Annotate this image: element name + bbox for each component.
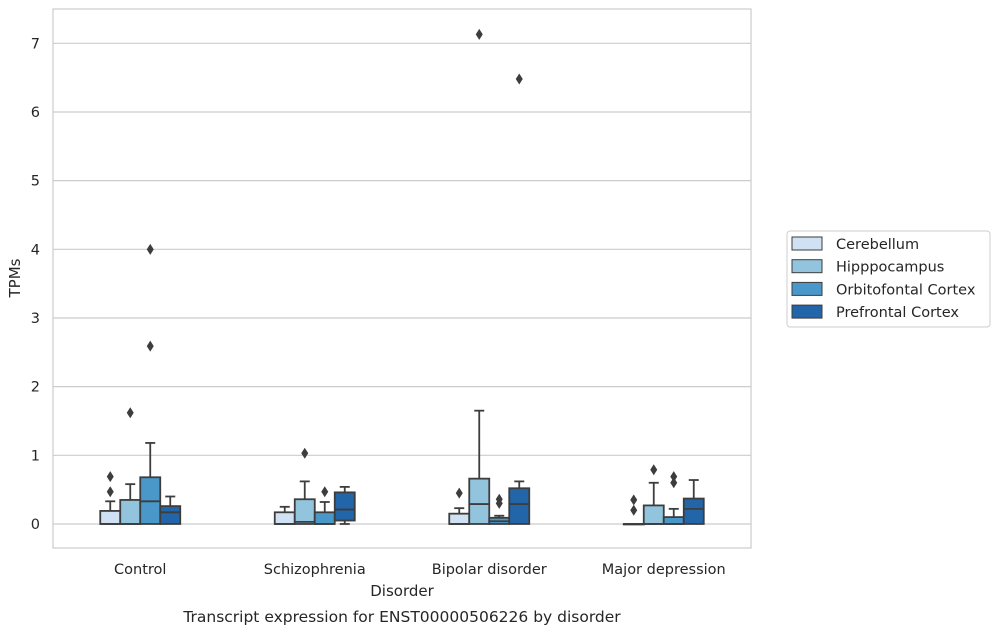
legend-label: Prefrontal Cortex: [836, 305, 959, 321]
box-plot-area: [99, 28, 705, 526]
box-3-3: [682, 479, 705, 525]
gridlines: [53, 42, 751, 525]
x-tick-label: Control: [114, 562, 166, 578]
box-0-0: [99, 471, 122, 525]
box-2-2: [488, 493, 511, 525]
outlier-point: [321, 486, 329, 498]
outlier-point: [106, 486, 114, 498]
legend-label: Orbitofontal Cortex: [836, 282, 976, 298]
legend-swatch: [791, 236, 823, 251]
box-2-3: [508, 73, 531, 525]
legend-label: Hipppocampus: [836, 260, 944, 276]
x-tick-label: Schizophrenia: [264, 562, 366, 578]
legend: Cerebellum Hipppocampus Orbitofontal Corte…: [786, 230, 991, 328]
box-3-2: [662, 471, 685, 525]
x-tick-label: Bipolar disorder: [432, 562, 547, 578]
chart-caption: Transcript expression for ENST0000050622…: [182, 608, 621, 626]
outlier-point: [146, 243, 154, 255]
y-tick-label: 5: [31, 174, 40, 190]
box-1-1: [293, 447, 316, 525]
y-tick-label: 0: [31, 517, 40, 533]
box-iqr: [273, 511, 296, 525]
box-0-1: [119, 407, 142, 525]
box-1-2: [313, 486, 336, 525]
box-2-0: [448, 487, 471, 525]
y-tick-label: 6: [31, 105, 40, 121]
y-tick-label: 7: [31, 36, 40, 52]
box-2-1: [468, 28, 491, 525]
outlier-point: [670, 477, 678, 489]
y-tick-label: 4: [31, 242, 40, 258]
box-0-2: [139, 243, 162, 525]
outlier-point: [146, 340, 154, 352]
box-0-3: [159, 495, 182, 525]
x-axis-ticks: Control Schizophrenia Bipolar disorder Majo…: [114, 562, 726, 578]
box-iqr: [333, 491, 356, 522]
legend-frame: [786, 230, 991, 328]
outlier-point: [455, 487, 463, 499]
outlier-point: [515, 73, 523, 85]
outlier-point: [126, 407, 134, 419]
box-iqr: [468, 477, 491, 525]
y-tick-label: 2: [31, 380, 40, 396]
outlier-point: [475, 28, 483, 40]
box-1-0: [273, 505, 296, 525]
outlier-point: [670, 471, 678, 483]
box-iqr: [99, 510, 122, 525]
y-tick-label: 3: [31, 311, 40, 327]
y-axis-label: TPMs: [6, 258, 24, 298]
plot-frame: [52, 8, 752, 549]
outlier-point: [630, 494, 638, 506]
legend-swatch: [791, 259, 823, 274]
box-3-1: [642, 464, 665, 525]
outlier-point: [630, 504, 638, 516]
x-axis-label: Disorder: [370, 582, 434, 600]
box-iqr: [159, 505, 182, 525]
outlier-point: [301, 447, 309, 459]
outlier-point: [495, 493, 503, 505]
box-iqr: [508, 487, 531, 525]
y-tick-label: 1: [31, 448, 40, 464]
box-iqr: [119, 499, 142, 525]
outlier-point: [106, 471, 114, 483]
box-iqr: [682, 497, 705, 525]
outlier-point: [650, 464, 658, 476]
legend-swatch: [791, 304, 823, 319]
box-iqr: [293, 498, 316, 525]
box-3-0: [622, 494, 645, 526]
box-1-3: [333, 485, 356, 525]
legend-swatch: [791, 281, 823, 296]
box-iqr: [448, 512, 471, 525]
legend-label: Cerebellum: [836, 237, 919, 253]
box-iqr: [642, 504, 665, 525]
y-axis-ticks: 0 1 2 3 4 5 6 7: [31, 36, 40, 533]
box-iqr: [662, 516, 685, 525]
box-iqr: [313, 511, 336, 525]
x-tick-label: Major depression: [602, 562, 726, 578]
